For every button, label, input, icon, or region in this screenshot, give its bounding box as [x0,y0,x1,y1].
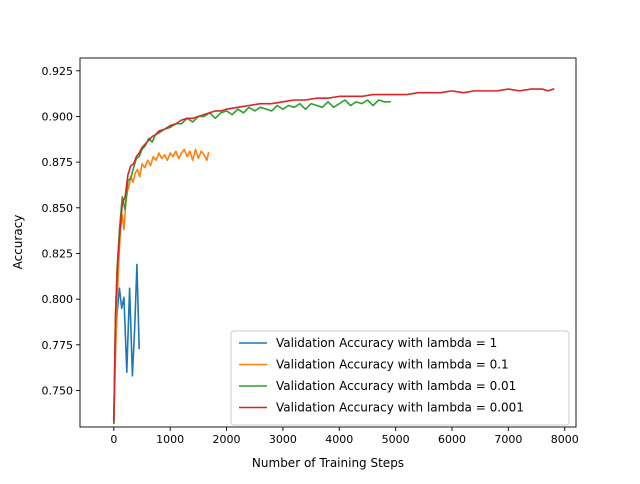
x-tick-label: 4000 [325,433,353,446]
legend: Validation Accuracy with lambda = 1 Valid… [230,330,570,426]
legend-label: Validation Accuracy with lambda = 1 [276,336,497,350]
x-tick-label: 7000 [494,433,522,446]
y-tick-label: 0.775 [42,339,74,352]
y-tick-label: 0.750 [42,384,74,397]
series-line-3 [113,88,555,423]
y-tick-label: 0.925 [42,65,74,78]
legend-box [230,330,570,426]
x-tick-label: 3000 [269,433,297,446]
y-axis-label: Accuracy [11,215,25,270]
x-tick-label: 2000 [213,433,241,446]
y-tick-label: 0.800 [42,293,74,306]
series-line-2 [113,99,391,423]
series-line-1 [113,148,210,423]
series-layer [113,88,555,425]
legend-label: Validation Accuracy with lambda = 0.01 [276,379,516,393]
y-tick-label: 0.850 [42,202,74,215]
legend-label: Validation Accuracy with lambda = 0.1 [276,358,509,372]
x-tick-label: 6000 [438,433,466,446]
x-tick-label: 5000 [382,433,410,446]
plot-frame [79,57,577,428]
y-tick-label: 0.825 [42,247,74,260]
x-axis-label: Number of Training Steps [252,456,404,470]
y-tick-label: 0.900 [42,110,74,123]
x-tick-label: 8000 [551,433,579,446]
legend-label: Validation Accuracy with lambda = 0.001 [276,401,524,415]
x-tick-label: 1000 [156,433,184,446]
axes-layer: 0 1000 2000 3000 4000 5000 6000 7000 8000 0.750 0.… [42,57,579,446]
y-tick-label: 0.875 [42,156,74,169]
x-tick-label: 0 [110,433,117,446]
